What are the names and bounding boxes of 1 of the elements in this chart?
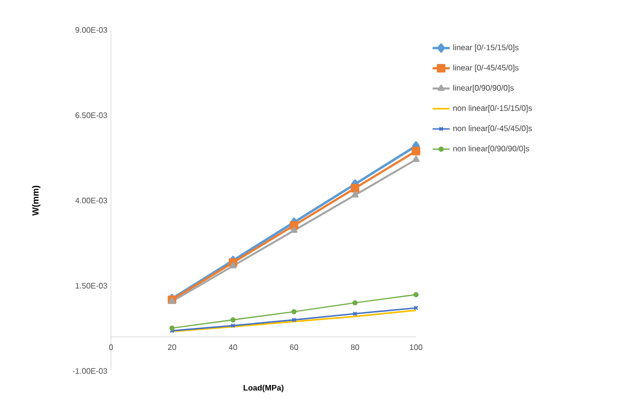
y-axis-title: W(mm) bbox=[32, 186, 40, 216]
